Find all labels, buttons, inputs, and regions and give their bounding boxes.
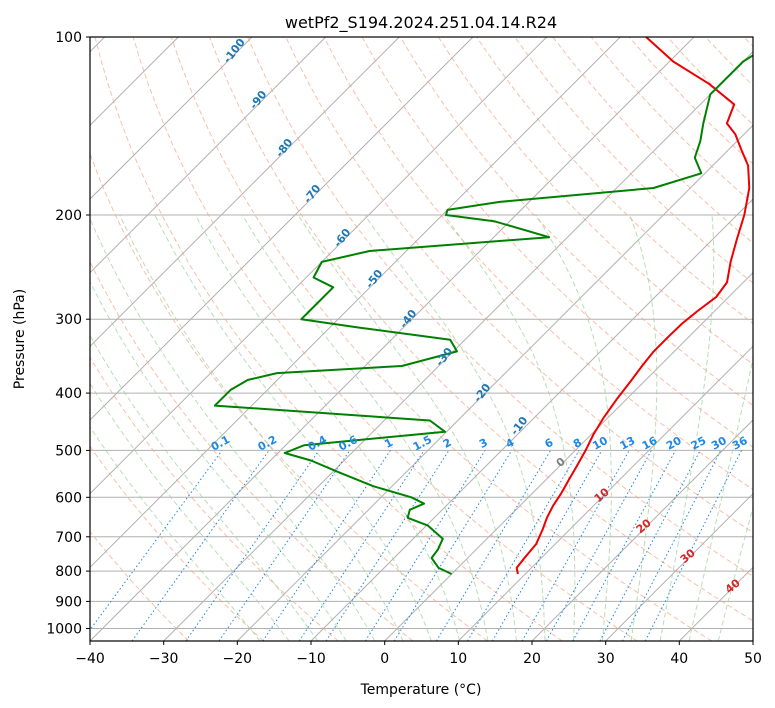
dry-adiabat xyxy=(90,445,264,641)
mixing-ratio-line xyxy=(90,450,223,631)
dry-adiabat xyxy=(94,37,563,641)
dry-adiabat xyxy=(170,37,712,641)
moist-adiabat xyxy=(90,426,261,641)
mixing-ratio-label: 10 xyxy=(590,434,610,453)
dry-adiabat xyxy=(437,37,753,365)
dewpoint-profile xyxy=(213,54,753,575)
isotherm xyxy=(90,37,474,421)
isotherm xyxy=(605,492,753,641)
dry-adiabat xyxy=(90,260,414,641)
dry-adiabat xyxy=(399,37,753,407)
mixing-ratio-line xyxy=(545,450,652,641)
moist-adiabat xyxy=(90,334,319,641)
y-tick-label: 400 xyxy=(55,386,82,402)
isotherm xyxy=(90,37,327,274)
y-axis-title: Pressure (hPa) xyxy=(12,289,28,389)
x-tick-label: 30 xyxy=(597,651,615,667)
dry-adiabat xyxy=(247,37,753,577)
y-axis: 100 200 300 400 500 600 700 800 900 1000 xyxy=(46,30,90,638)
mixing-ratio-label: 36 xyxy=(730,434,750,453)
mixing-ratio-line xyxy=(467,450,580,641)
x-tick-label: −40 xyxy=(75,651,105,667)
moist-adiabat xyxy=(535,214,612,641)
mixing-ratio-line xyxy=(521,450,630,641)
x-axis-title: Temperature (°C) xyxy=(360,682,482,698)
moist-adiabat xyxy=(297,214,517,641)
moist-adiabat xyxy=(194,214,461,641)
chart-title: wetPf2_S194.2024.251.04.14.R24 xyxy=(285,13,557,33)
mixing-ratio-line xyxy=(364,450,486,641)
x-tick-label: 50 xyxy=(744,651,762,667)
dry-adiabat xyxy=(90,356,339,641)
y-tick-label: 700 xyxy=(55,530,82,546)
mixing-ratio-label: 13 xyxy=(618,434,638,453)
mixing-ratio-line xyxy=(131,450,270,641)
x-tick-label: −30 xyxy=(149,651,179,667)
moist-adiabat xyxy=(629,214,658,641)
moist-adiabat xyxy=(717,505,753,641)
isotherm xyxy=(384,271,753,641)
isotherm xyxy=(90,37,253,200)
y-tick-label: 100 xyxy=(55,30,82,46)
mixing-ratio-line xyxy=(325,450,450,641)
dry-adiabat xyxy=(132,37,638,641)
y-tick-label: 1000 xyxy=(46,622,82,638)
moist-adiabat xyxy=(119,214,404,641)
x-tick-label: −10 xyxy=(296,651,326,667)
moist-adiabat xyxy=(443,214,576,641)
moist-adiabat xyxy=(90,382,290,641)
plot-frame xyxy=(89,36,754,642)
x-tick-label: 40 xyxy=(670,651,688,667)
isotherm xyxy=(90,37,695,641)
grid-layer xyxy=(90,37,753,641)
moist-adiabat xyxy=(90,280,347,641)
mixing-ratio-line xyxy=(393,450,513,641)
dry-adiabat xyxy=(323,37,753,491)
isotherm xyxy=(236,124,753,641)
isotherm xyxy=(531,419,753,641)
isotherm xyxy=(457,345,753,641)
series-layer xyxy=(213,37,753,575)
x-tick-label: 0 xyxy=(380,651,389,667)
adiabat-layer xyxy=(90,37,753,641)
y-tick-label: 800 xyxy=(55,564,82,580)
isotherm xyxy=(90,37,621,569)
dry-adiabat xyxy=(514,37,753,284)
moist-adiabat xyxy=(688,355,753,641)
temperature-profile xyxy=(515,37,751,575)
moist-adiabat xyxy=(364,214,546,641)
moist-adiabat xyxy=(90,217,376,641)
y-tick-label: 600 xyxy=(55,490,82,506)
y-tick-label: 300 xyxy=(55,312,82,328)
x-tick-label: −20 xyxy=(223,651,253,667)
y-tick-label: 500 xyxy=(55,443,82,459)
mixing-ratio-label: 25 xyxy=(689,434,709,453)
y-tick-label: 200 xyxy=(55,208,82,224)
dry-adiabat xyxy=(209,37,753,622)
x-axis: −40 −30 −20 −10 0 10 20 30 40 50 xyxy=(75,641,762,667)
mixing-ratio-line xyxy=(572,450,676,641)
dry-adiabat xyxy=(90,152,488,641)
x-tick-label: 20 xyxy=(523,651,541,667)
isotherm xyxy=(90,37,400,348)
mixing-ratio-line xyxy=(185,450,320,641)
mixing-ratio-line xyxy=(218,450,351,641)
mixing-ratio-label: 30 xyxy=(709,434,729,453)
mixing-ratio-label: 16 xyxy=(640,434,660,453)
mixing-ratio-label: 20 xyxy=(664,434,684,453)
y-tick-label: 900 xyxy=(55,594,82,610)
isotherm xyxy=(163,50,753,641)
moist-adiabat xyxy=(154,214,432,641)
moist-adiabat xyxy=(659,214,715,641)
dry-adiabat xyxy=(90,530,190,641)
isotherm xyxy=(90,37,548,495)
mixing-ratio-line xyxy=(491,450,603,641)
moist-adiabat xyxy=(241,214,489,641)
x-tick-label: 10 xyxy=(449,651,467,667)
mixing-ratio-line xyxy=(435,450,552,641)
